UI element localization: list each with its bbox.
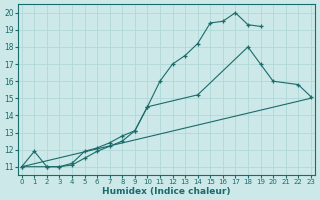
X-axis label: Humidex (Indice chaleur): Humidex (Indice chaleur) — [102, 187, 230, 196]
